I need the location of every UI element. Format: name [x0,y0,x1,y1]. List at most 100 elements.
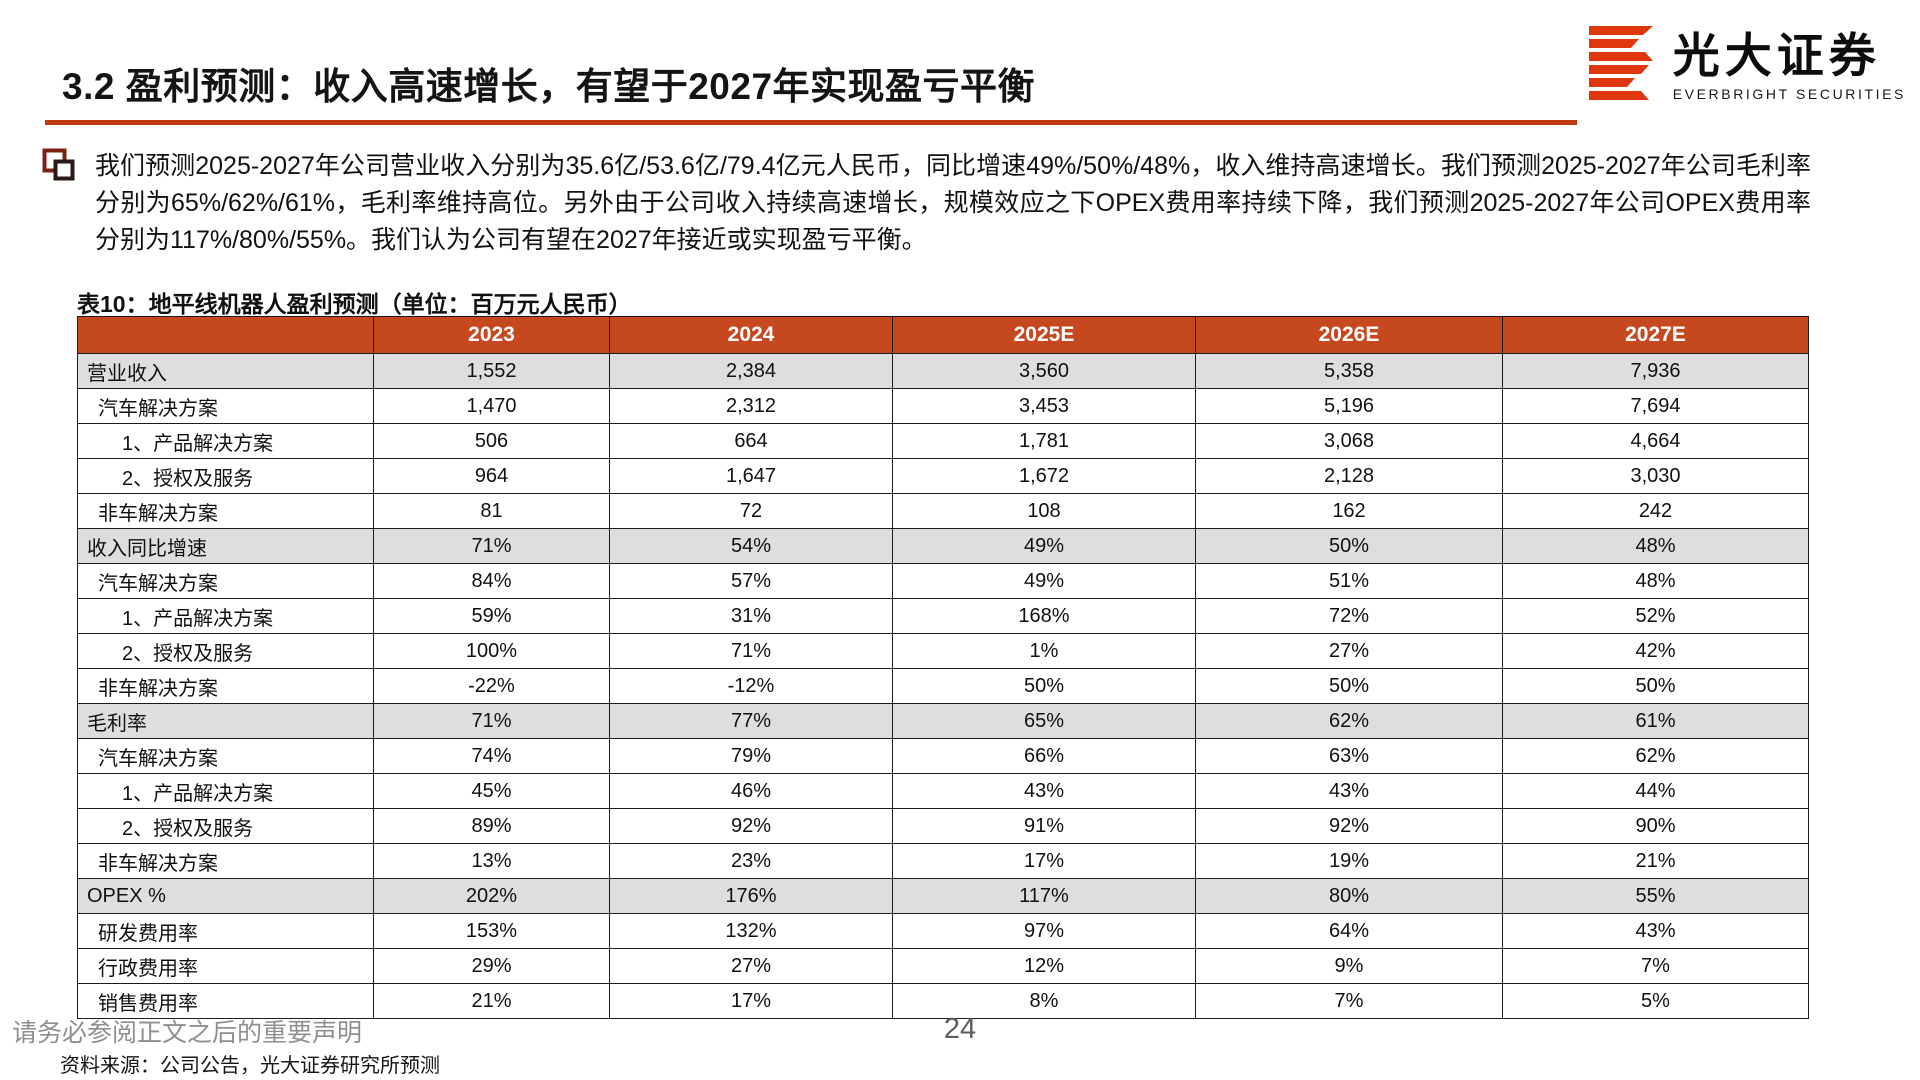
row-value: 5,196 [1195,388,1503,424]
row-value: 48% [1502,563,1809,599]
table-row: OPEX % 202% 176% 117% 80% 55% [77,878,1809,914]
header-cell-year: 2026E [1195,316,1503,354]
forecast-table-header-row: 2023 2024 2025E 2026E 2027E [77,316,1809,354]
row-value: 90% [1502,808,1809,844]
row-label: 收入同比增速 [77,528,374,564]
row-value: 62% [1502,738,1809,774]
row-value: 5% [1502,983,1809,1019]
row-label: 1、产品解决方案 [77,423,374,459]
row-value: 50% [1502,668,1809,704]
row-value: 91% [892,808,1196,844]
row-value: 46% [609,773,893,809]
row-value: 100% [373,633,610,669]
table-row: 毛利率 71% 77% 65% 62% 61% [77,703,1809,739]
row-value: 2,312 [609,388,893,424]
row-value: -22% [373,668,610,704]
row-value: 44% [1502,773,1809,809]
row-value: 66% [892,738,1196,774]
row-label: 行政费用率 [77,948,374,984]
row-value: 92% [609,808,893,844]
row-value: -12% [609,668,893,704]
row-label: 营业收入 [77,353,374,389]
row-value: 132% [609,913,893,949]
row-value: 17% [892,843,1196,879]
row-value: 168% [892,598,1196,634]
double-square-icon [42,148,75,181]
brand-text: 光大证券 EVERBRIGHT SECURITIES [1672,29,1906,103]
row-value: 50% [892,668,1196,704]
source-note: 资料来源：公司公告，光大证券研究所预测 [60,1055,440,1077]
table-row: 汽车解决方案 84% 57% 49% 51% 48% [77,563,1809,599]
header-cell-year: 2027E [1502,316,1809,354]
row-value: 55% [1502,878,1809,914]
row-value: 202% [373,878,610,914]
table-row: 1、产品解决方案 45% 46% 43% 43% 44% [77,773,1809,809]
row-value: 3,560 [892,353,1196,389]
row-value: 42% [1502,633,1809,669]
row-label: 2、授权及服务 [77,633,374,669]
row-value: 64% [1195,913,1503,949]
everbright-logo-icon [1588,26,1653,100]
header-cell-year: 2023 [373,316,610,354]
row-value: 52% [1502,598,1809,634]
row-value: 964 [373,458,610,494]
row-value: 79% [609,738,893,774]
page-title: 3.2 盈利预测：收入高速增长，有望于2027年实现盈亏平衡 [62,66,1036,107]
page-number: 24 [943,1013,977,1045]
row-label: 非车解决方案 [77,668,374,704]
row-value: 81 [373,493,610,529]
table-row: 1、产品解决方案 59% 31% 168% 72% 52% [77,598,1809,634]
row-label: 非车解决方案 [77,843,374,879]
row-value: 7,936 [1502,353,1809,389]
row-value: 664 [609,423,893,459]
row-value: 54% [609,528,893,564]
header-cell-empty [77,316,374,354]
row-value: 71% [373,528,610,564]
row-value: 49% [892,528,1196,564]
row-value: 1,647 [609,458,893,494]
summary-paragraph: 我们预测2025-2027年公司营业收入分别为35.6亿/53.6亿/79.4亿… [95,152,1811,254]
table-row: 非车解决方案 81 72 108 162 242 [77,493,1809,529]
row-value: 8% [892,983,1196,1019]
table-row: 2、授权及服务 89% 92% 91% 92% 90% [77,808,1809,844]
table-row: 非车解决方案 13% 23% 17% 19% 21% [77,843,1809,879]
row-label: 1、产品解决方案 [77,598,374,634]
row-value: 77% [609,703,893,739]
table-row: 1、产品解决方案 506 664 1,781 3,068 4,664 [77,423,1809,459]
row-value: 49% [892,563,1196,599]
brand-name-en: EVERBRIGHT SECURITIES [1672,86,1906,103]
header-cell-year: 2024 [609,316,893,354]
row-value: 97% [892,913,1196,949]
row-value: 3,453 [892,388,1196,424]
row-value: 63% [1195,738,1503,774]
row-value: 43% [1502,913,1809,949]
row-value: 176% [609,878,893,914]
row-value: 71% [373,703,610,739]
row-value: 19% [1195,843,1503,879]
row-value: 162 [1195,493,1503,529]
brand-logo: 光大证券 EVERBRIGHT SECURITIES [1583,26,1906,106]
row-value: 3,030 [1502,458,1809,494]
row-value: 9% [1195,948,1503,984]
row-value: 80% [1195,878,1503,914]
title-divider [45,120,1577,125]
row-value: 65% [892,703,1196,739]
row-value: 1,781 [892,423,1196,459]
row-value: 29% [373,948,610,984]
row-value: 21% [373,983,610,1019]
row-label: OPEX % [77,878,374,914]
table-row: 收入同比增速 71% 54% 49% 50% 48% [77,528,1809,564]
row-value: 23% [609,843,893,879]
row-value: 71% [609,633,893,669]
row-value: 7% [1195,983,1503,1019]
row-value: 74% [373,738,610,774]
table-row: 营业收入 1,552 2,384 3,560 5,358 7,936 [77,353,1809,389]
row-value: 4,664 [1502,423,1809,459]
row-value: 51% [1195,563,1503,599]
row-value: 153% [373,913,610,949]
table-row: 销售费用率 21% 17% 8% 7% 5% [77,983,1809,1019]
row-value: 61% [1502,703,1809,739]
table-row: 汽车解决方案 74% 79% 66% 63% 62% [77,738,1809,774]
row-label: 研发费用率 [77,913,374,949]
